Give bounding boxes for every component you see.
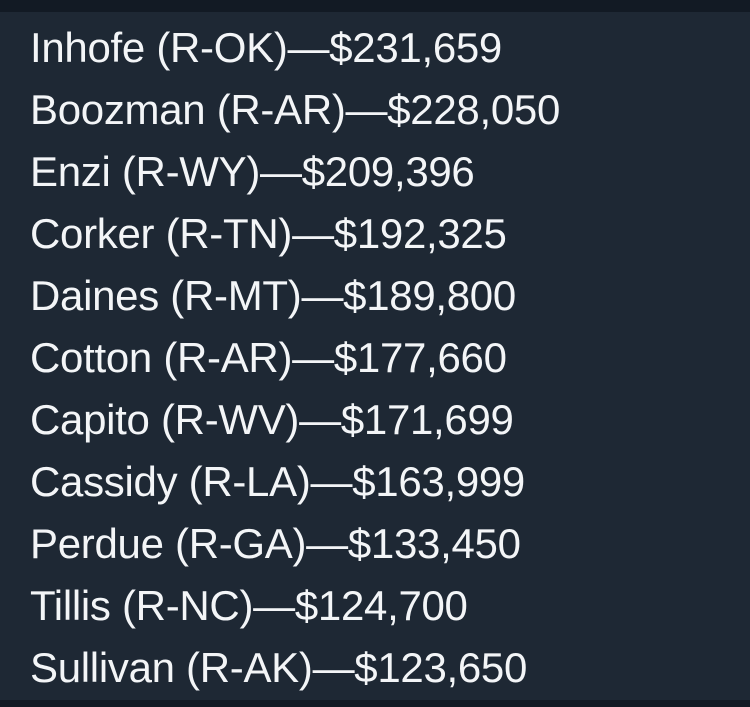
list-item: Tillis (R-NC)—$124,700 [30, 582, 468, 629]
list-item: Corker (R-TN)—$192,325 [30, 210, 507, 257]
list-item: Perdue (R-GA)—$133,450 [30, 520, 521, 567]
list-item: Daines (R-MT)—$189,800 [30, 272, 516, 319]
list-item: Inhofe (R-OK)—$231,659 [30, 24, 502, 71]
list-item: Cotton (R-AR)—$177,660 [30, 334, 507, 381]
list-item: Boozman (R-AR)—$228,050 [30, 86, 561, 133]
senator-donation-list: Inhofe (R-OK)—$231,659 Boozman (R-AR)—$2… [30, 17, 750, 699]
bottom-edge-strip [0, 700, 750, 707]
list-item: Sullivan (R-AK)—$123,650 [30, 644, 528, 691]
list-item: Enzi (R-WY)—$209,396 [30, 148, 475, 195]
list-item: Cassidy (R-LA)—$163,999 [30, 458, 525, 505]
top-edge-strip [0, 0, 750, 12]
list-item: Capito (R-WV)—$171,699 [30, 396, 514, 443]
